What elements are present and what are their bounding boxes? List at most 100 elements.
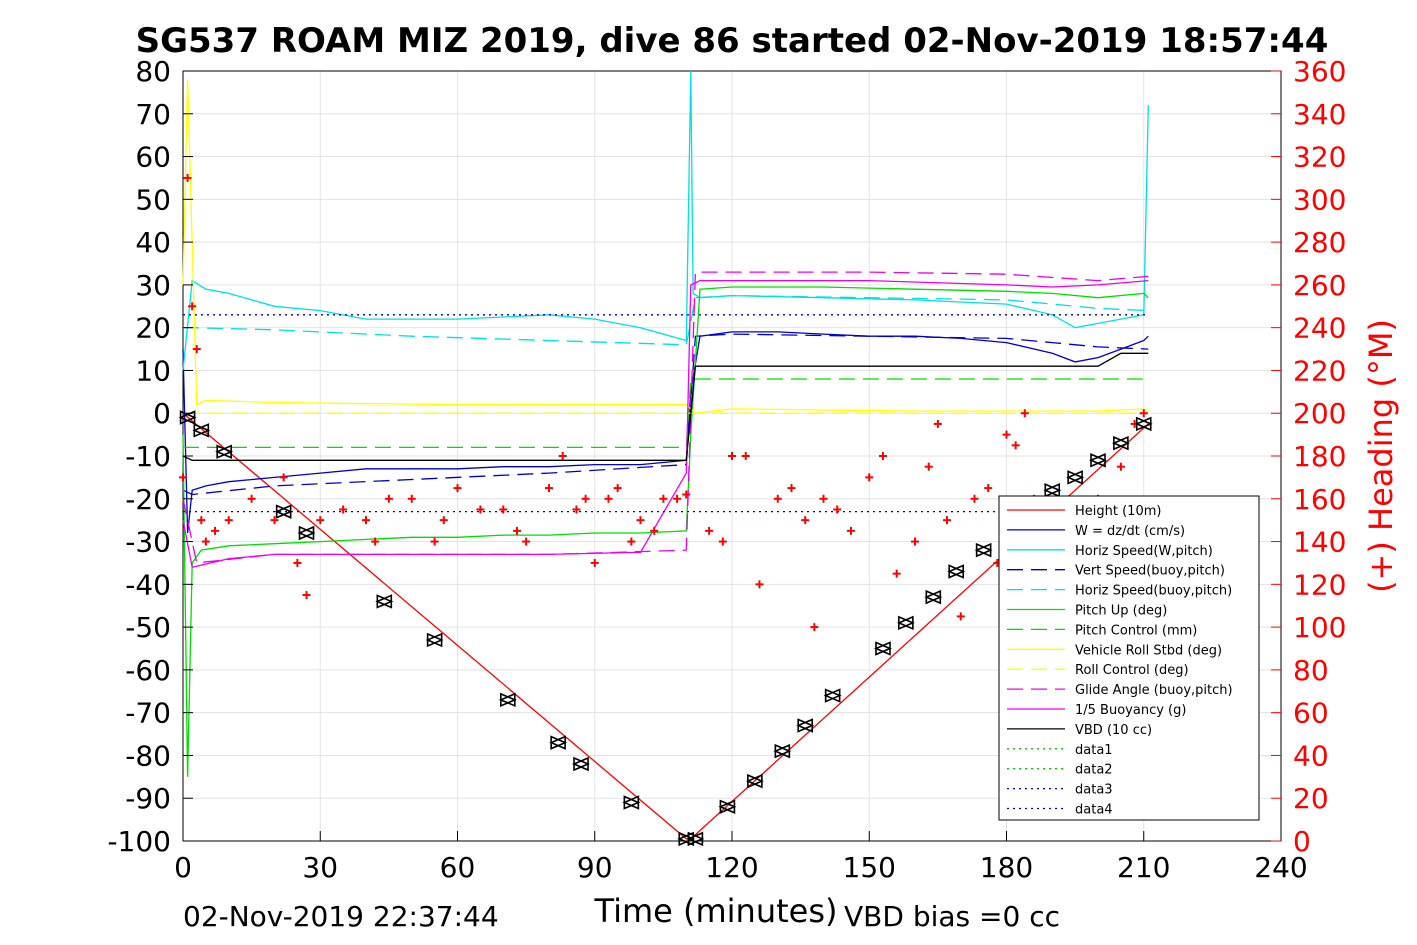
heading-point xyxy=(499,505,508,514)
depth-marker xyxy=(571,756,591,772)
right-tick-label: 300 xyxy=(1293,183,1346,216)
heading-point xyxy=(956,612,965,621)
depth-marker-left xyxy=(549,735,566,750)
heading-point xyxy=(439,516,448,525)
depth-marker xyxy=(773,743,792,759)
series-layer xyxy=(182,70,1149,840)
y-tick-label: -100 xyxy=(107,825,171,858)
depth-marker xyxy=(947,564,966,579)
y-axis-ticks: 80 70 60 50 40 30 20 10 0 -10 -20 -30 -40 -50 -60 -70 -8… xyxy=(107,55,193,858)
depth-marker-left xyxy=(1043,483,1061,498)
depth-marker xyxy=(215,444,234,459)
depth-marker xyxy=(178,410,197,425)
heading-point xyxy=(362,516,370,525)
x-tick-label: 180 xyxy=(980,851,1033,884)
legend-label: data3 xyxy=(1075,783,1113,798)
legend-item: Height (10m) xyxy=(1007,504,1161,519)
heading-point xyxy=(371,537,380,546)
depth-marker-left xyxy=(974,542,992,558)
depth-marker xyxy=(677,831,696,847)
heading-point xyxy=(316,516,325,525)
depth-marker-left xyxy=(274,504,292,519)
right-tick-label: 40 xyxy=(1293,739,1329,772)
depth-marker-left xyxy=(1088,453,1106,468)
y-tick-label: 40 xyxy=(135,226,171,259)
legend-label: Glide Angle (buoy,pitch) xyxy=(1075,683,1233,698)
heading-point xyxy=(755,580,764,589)
depth-marker-left xyxy=(297,525,315,541)
series-line-11 xyxy=(182,352,1149,461)
depth-marker-left xyxy=(425,632,443,648)
heading-point xyxy=(911,537,919,546)
depth-marker xyxy=(974,542,993,558)
heading-point xyxy=(970,494,979,503)
legend-item: data2 xyxy=(1007,763,1113,778)
depth-marker-left xyxy=(498,692,516,708)
x-tick-label: 30 xyxy=(302,851,338,884)
depth-marker xyxy=(1111,435,1130,451)
depth-marker-left xyxy=(178,410,196,425)
right-axis-ticks: 3603403203002802602402202001801601401201… xyxy=(1271,55,1346,858)
right-tick-label: 140 xyxy=(1293,526,1346,559)
right-tick-label: 340 xyxy=(1293,98,1346,131)
right-tick-label: 160 xyxy=(1293,483,1346,516)
depth-marker-left xyxy=(571,756,589,772)
heading-point xyxy=(339,505,348,514)
heading-point xyxy=(572,505,581,514)
x-axis-ticks: 0 30 60 90 120 150 180 210 240 xyxy=(174,831,1308,884)
legend-label: data4 xyxy=(1075,803,1113,818)
heading-point xyxy=(718,537,727,546)
right-tick-label: 60 xyxy=(1293,697,1329,730)
right-tick-label: 280 xyxy=(1293,226,1346,259)
heading-point xyxy=(773,494,782,503)
heading-point xyxy=(659,494,668,503)
legend: Height (10m) W = dz/dt (cm/s) Horiz Speed(… xyxy=(998,495,1260,821)
series-line-2 xyxy=(182,70,1149,371)
depth-marker xyxy=(823,688,842,703)
right-tick-label: 240 xyxy=(1293,312,1346,345)
heading-point xyxy=(302,591,311,600)
heading-point xyxy=(682,490,691,499)
depth-marker-left xyxy=(192,423,210,438)
y-tick-label: -20 xyxy=(125,483,171,516)
depth-marker-left xyxy=(1066,470,1083,485)
y-tick-label: -60 xyxy=(125,654,171,687)
heading-point xyxy=(179,473,187,482)
heading-point xyxy=(650,526,659,535)
heading-point xyxy=(819,494,828,503)
y-tick-label: -70 xyxy=(125,697,171,730)
series-line-6 xyxy=(183,378,1149,449)
y-tick-label: 30 xyxy=(135,269,171,302)
depth-marker xyxy=(425,632,444,648)
heading-point xyxy=(201,537,210,546)
legend-label: W = dz/dt (cm/s) xyxy=(1075,524,1185,539)
heading-point xyxy=(801,516,810,525)
legend-item: Horiz Speed(W,pitch) xyxy=(1007,544,1213,559)
depth-marker-left xyxy=(718,799,736,814)
x-tick-label: 240 xyxy=(1254,851,1307,884)
depth-marker xyxy=(192,423,211,438)
heading-point xyxy=(430,537,439,546)
heading-point xyxy=(878,452,887,460)
heading-point xyxy=(192,345,201,354)
heading-point xyxy=(865,473,874,482)
heading-point xyxy=(741,452,750,460)
legend-item: Roll Control (deg) xyxy=(1007,663,1189,678)
depth-marker-left xyxy=(677,831,695,847)
y-tick-label: 0 xyxy=(153,397,171,430)
legend-label: data2 xyxy=(1075,763,1113,778)
series-line-3 xyxy=(182,333,1149,496)
heading-point xyxy=(1139,409,1148,418)
depth-marker-left xyxy=(773,743,791,759)
depth-marker-left xyxy=(686,831,704,847)
legend-item: VBD (10 cc) xyxy=(1007,723,1152,738)
heading-point xyxy=(279,473,288,482)
y-tick-label: -30 xyxy=(125,526,171,559)
legend-item: Glide Angle (buoy,pitch) xyxy=(1007,683,1233,698)
y-tick-label: 60 xyxy=(135,141,171,174)
x-tick-label: 0 xyxy=(174,851,192,884)
depth-marker-left xyxy=(1111,435,1129,451)
right-tick-label: 360 xyxy=(1293,55,1346,88)
heading-point xyxy=(581,494,590,503)
x-tick-label: 120 xyxy=(705,851,758,884)
